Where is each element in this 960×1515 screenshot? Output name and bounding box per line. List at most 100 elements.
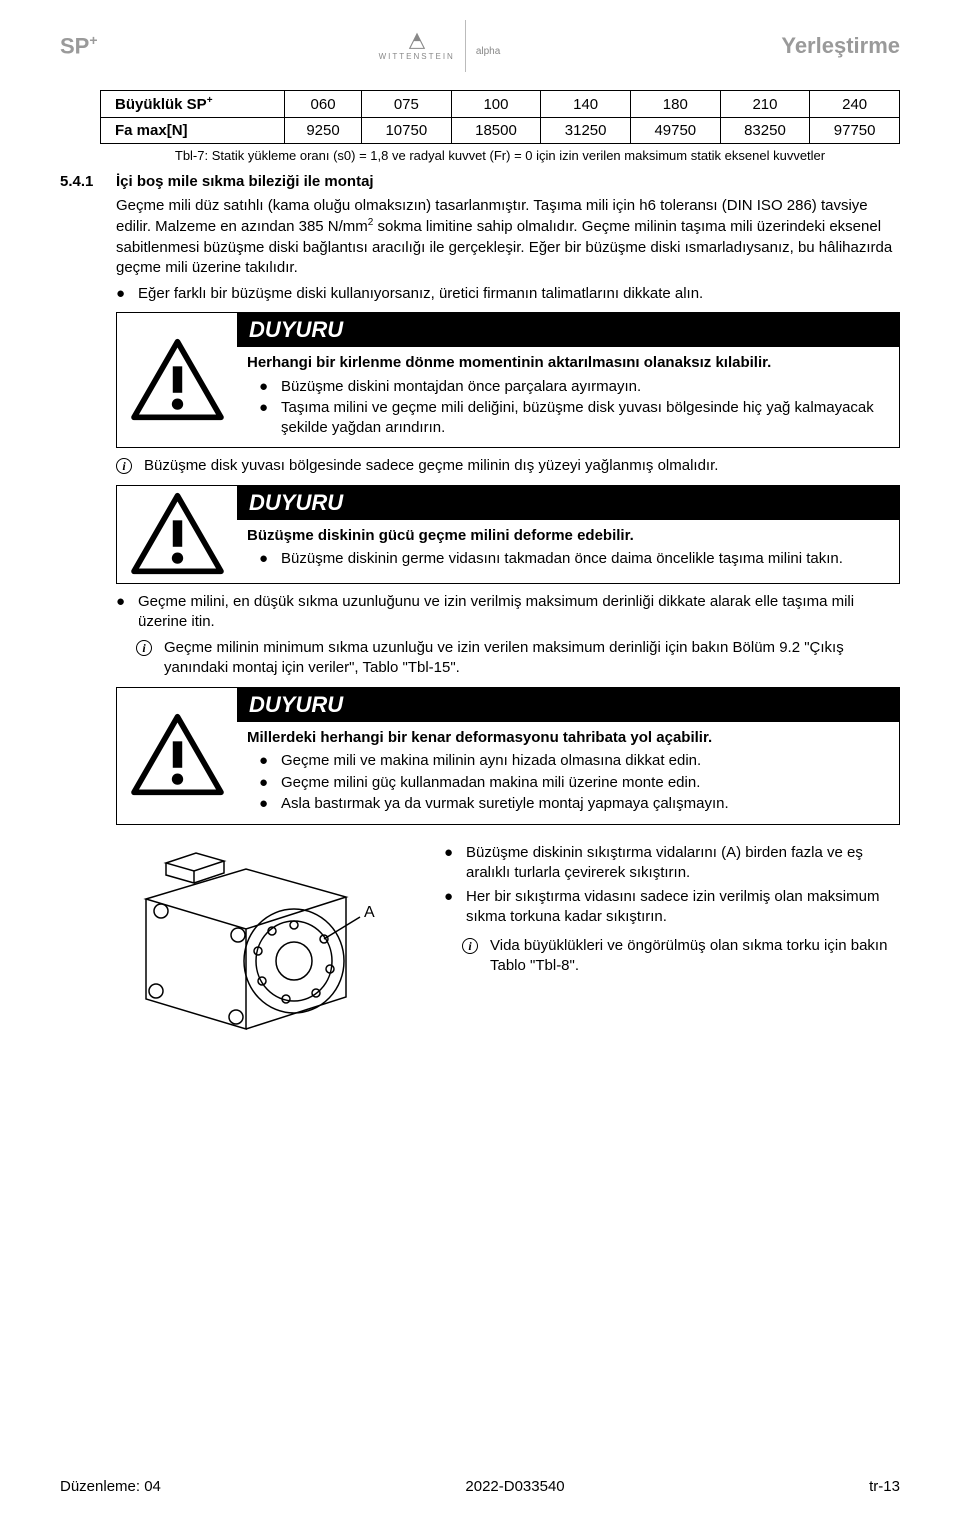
table-cell: 83250 [720, 118, 810, 144]
info-icon: i [462, 936, 480, 977]
bullet-icon: ● [259, 398, 271, 437]
list-item: ● Asla bastırmak ya da vurmak suretiyle … [259, 794, 889, 814]
table-cell: 210 [720, 91, 810, 118]
list-item: ● Büzüşme diskinin germe vidasını takmad… [259, 549, 889, 569]
bullet-icon: ● [116, 284, 128, 304]
list-item: ● Her bir sıkıştırma vidasını sadece izi… [444, 887, 900, 928]
bullet-text: Taşıma milini ve geçme mili deliğini, bü… [281, 398, 889, 437]
bullet-icon: ● [116, 592, 128, 633]
info-line: i Geçme milinin minimum sıkma uzunluğu v… [136, 638, 900, 679]
footer-right: tr-13 [869, 1478, 900, 1495]
notice-title: DUYURU [237, 688, 899, 722]
list-item: ● Büzüşme diskinin sıkıştırma vidalarını… [444, 843, 900, 884]
notice-box-3: DUYURU Millerdeki herhangi bir kenar def… [116, 687, 900, 825]
section-paragraph: Geçme mili düz satıhlı (kama oluğu olmak… [116, 196, 900, 278]
data-table: Büyüklük SP+ 060 075 100 140 180 210 240… [100, 90, 900, 144]
bullet-icon: ● [259, 751, 271, 771]
brand-logo: WITTENSTEIN [379, 32, 455, 61]
bullet-icon: ● [259, 377, 271, 397]
table-cell: 10750 [362, 118, 452, 144]
notice-box-1: DUYURU Herhangi bir kirlenme dönme momen… [116, 312, 900, 448]
table-cell: 9250 [285, 118, 362, 144]
section-number: 5.4.1 [60, 173, 100, 190]
notice-lead: Büzüşme diskinin gücü geçme milini defor… [247, 526, 889, 546]
brand-sub: alpha [476, 46, 500, 57]
table-row: Büyüklük SP+ 060 075 100 140 180 210 240 [101, 91, 900, 118]
section-heading: 5.4.1 İçi boş mile sıkma bileziği ile mo… [60, 173, 900, 190]
notice-lead: Herhangi bir kirlenme dönme momentinin a… [247, 353, 889, 373]
notice-content: Büzüşme diskinin gücü geçme milini defor… [237, 520, 899, 579]
logo-triangle-icon [406, 32, 428, 52]
diagram-text: ● Büzüşme diskinin sıkıştırma vidalarını… [444, 839, 900, 1053]
bullet-icon: ● [444, 887, 456, 928]
table-cell: 100 [451, 91, 541, 118]
list-item: ● Geçme mili ve makina milinin aynı hiza… [259, 751, 889, 771]
table-cell: 240 [810, 91, 900, 118]
bullet-icon: ● [259, 773, 271, 793]
notice-content: Millerdeki herhangi bir kenar deformasyo… [237, 722, 899, 824]
list-item: ● Taşıma milini ve geçme mili deliğini, … [259, 398, 889, 437]
data-table-wrap: Büyüklük SP+ 060 075 100 140 180 210 240… [100, 90, 900, 144]
table-cell: 49750 [630, 118, 720, 144]
warning-triangle-icon [130, 338, 225, 423]
diagram-cell: A [116, 839, 426, 1053]
header-left-sup: + [89, 32, 97, 48]
notice-box-2: DUYURU Büzüşme diskinin gücü geçme milin… [116, 485, 900, 584]
info-text: Vida büyüklükleri ve öngörülmüş olan sık… [490, 936, 900, 977]
footer-left: Düzenleme: 04 [60, 1478, 161, 1495]
notice-title: DUYURU [237, 486, 899, 520]
bullet-icon: ● [259, 794, 271, 814]
header-divider [465, 20, 466, 72]
table-cell: 140 [541, 91, 631, 118]
list-item: ● Geçme milini, en düşük sıkma uzunluğun… [116, 592, 900, 633]
info-icon: i [136, 638, 154, 679]
diagram-label-a: A [364, 904, 375, 921]
notice-content: Herhangi bir kirlenme dönme momentinin a… [237, 347, 899, 447]
bullet-text: Geçme mili ve makina milinin aynı hizada… [281, 751, 701, 771]
row1-head-text: Büyüklük SP [115, 96, 207, 113]
bullet-list: ● Eğer farklı bir büzüşme diski kullanıy… [116, 284, 900, 304]
diagram-row: A ● Büzüşme diskinin sıkıştırma vidaları… [116, 839, 900, 1053]
bullet-icon: ● [259, 549, 271, 569]
bullet-text: Geçme milini güç kullanmadan makina mili… [281, 773, 700, 793]
page-footer: Düzenleme: 04 2022-D033540 tr-13 [60, 1478, 900, 1495]
section-title: İçi boş mile sıkma bileziği ile montaj [116, 173, 374, 190]
warning-triangle-icon [130, 713, 225, 798]
table-cell: 060 [285, 91, 362, 118]
table-cell: 18500 [451, 118, 541, 144]
info-line: i Vida büyüklükleri ve öngörülmüş olan s… [462, 936, 900, 977]
table-row: Fa max[N] 9250 10750 18500 31250 49750 8… [101, 118, 900, 144]
notice-body: DUYURU Büzüşme diskinin gücü geçme milin… [237, 486, 899, 583]
notice-icon-cell [117, 688, 237, 824]
header-left-prefix: SP [60, 34, 89, 59]
list-item: ● Eğer farklı bir büzüşme diski kullanıy… [116, 284, 900, 304]
bullet-text: Geçme milini, en düşük sıkma uzunluğunu … [138, 592, 900, 633]
notice-lead: Millerdeki herhangi bir kenar deformasyo… [247, 728, 889, 748]
bullet-list: ● Geçme milini, en düşük sıkma uzunluğun… [116, 592, 900, 633]
bullet-text: Büzüşme diskini montajdan önce parçalara… [281, 377, 641, 397]
bullet-icon: ● [444, 843, 456, 884]
notice-icon-cell [117, 313, 237, 447]
table-row1-head: Büyüklük SP+ [101, 91, 285, 118]
notice-title: DUYURU [237, 313, 899, 347]
bullet-text: Her bir sıkıştırma vidasını sadece izin … [466, 887, 900, 928]
page-header: SP+ WITTENSTEIN alpha Yerleştirme [60, 20, 900, 72]
notice-body: DUYURU Millerdeki herhangi bir kenar def… [237, 688, 899, 824]
table-cell: 180 [630, 91, 720, 118]
list-item: ● Geçme milini güç kullanmadan makina mi… [259, 773, 889, 793]
notice-body: DUYURU Herhangi bir kirlenme dönme momen… [237, 313, 899, 447]
table-cell: 075 [362, 91, 452, 118]
warning-triangle-icon [130, 492, 225, 577]
info-line: i Büzüşme disk yuvası bölgesinde sadece … [116, 456, 900, 476]
row1-head-sup: + [207, 95, 213, 106]
footer-center: 2022-D033540 [465, 1478, 564, 1495]
notice-icon-cell [117, 486, 237, 583]
bullet-text: Asla bastırmak ya da vurmak suretiyle mo… [281, 794, 729, 814]
table-cell: 31250 [541, 118, 631, 144]
header-left: SP+ [60, 32, 98, 59]
header-logo-area: WITTENSTEIN alpha [379, 20, 501, 72]
table-cell: 97750 [810, 118, 900, 144]
list-item: ● Büzüşme diskini montajdan önce parçala… [259, 377, 889, 397]
table-caption: Tbl-7: Statik yükleme oranı (s0) = 1,8 v… [100, 148, 900, 163]
bullet-text: Büzüşme diskinin sıkıştırma vidalarını (… [466, 843, 900, 884]
